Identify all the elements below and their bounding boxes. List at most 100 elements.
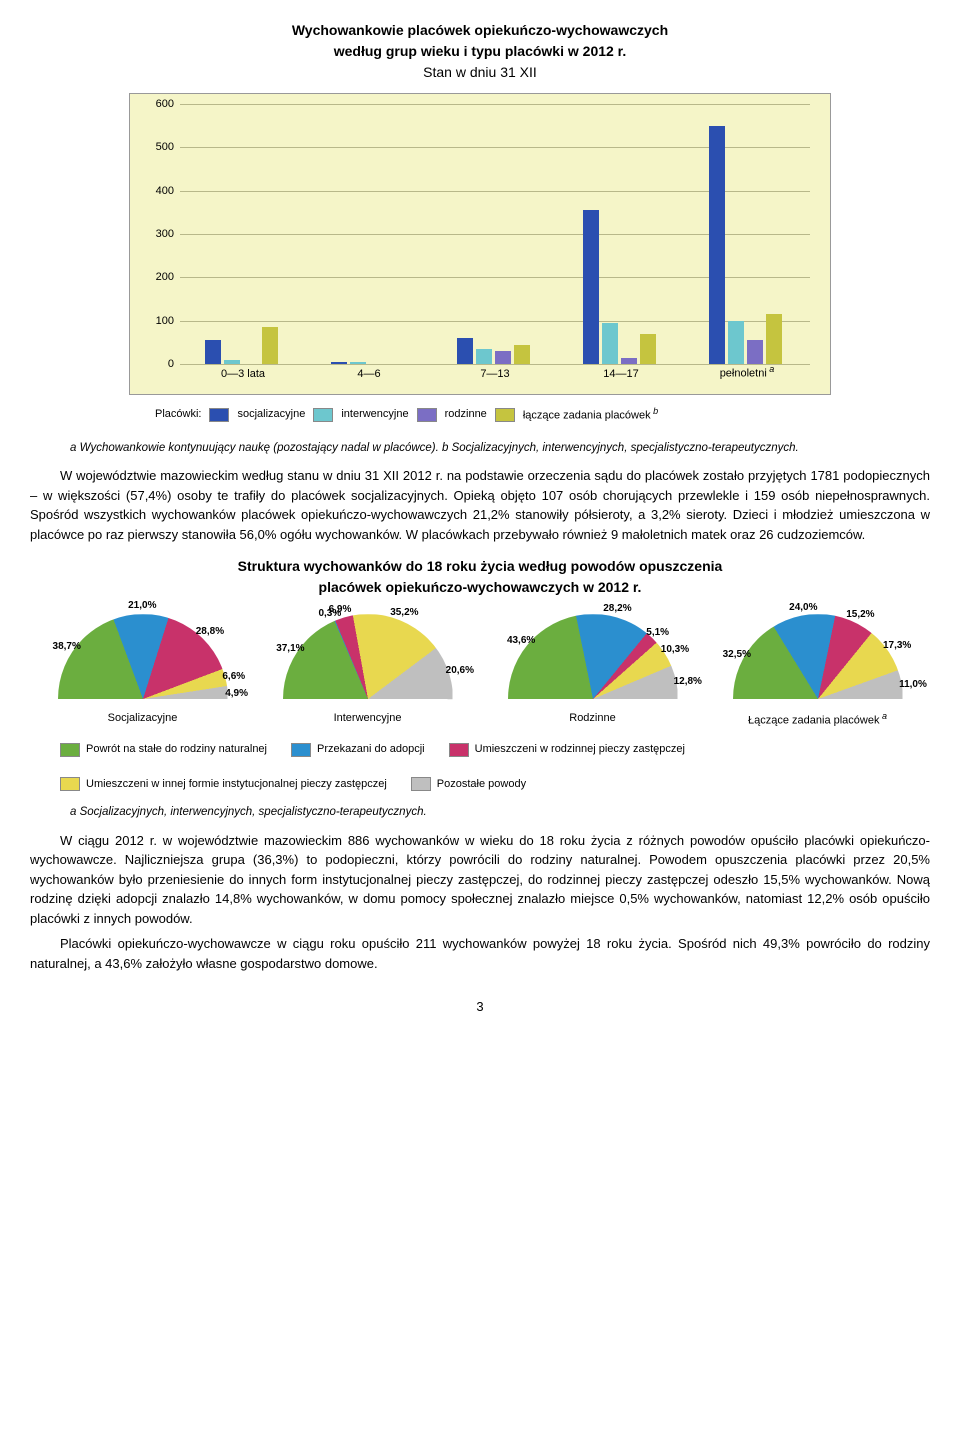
bar-group	[205, 327, 278, 364]
bar	[640, 334, 656, 364]
chart1-title-l2: według grup wieku i typu placówki w 2012…	[30, 41, 930, 62]
y-tick-label: 200	[140, 269, 174, 286]
pie-slice-label: 6,6%	[222, 669, 245, 684]
bar	[457, 338, 473, 364]
legend-label: Pozostałe powody	[437, 776, 526, 793]
pie-cell: 32,5%24,0%15,2%17,3%11,0% Łączące zadania…	[713, 614, 923, 729]
pie-slice-label: 4,9%	[225, 686, 248, 701]
bar-chart: 0 100 200 300 400 500 600 0—3 lata 4—6 7—13 14—17 p…	[129, 93, 831, 395]
legend-swatch	[60, 743, 80, 757]
bar	[583, 210, 599, 364]
legend-label: łączące zadania placówek b	[523, 405, 658, 424]
semi-pie: 32,5%24,0%15,2%17,3%11,0%	[733, 614, 903, 704]
chart2-title-l1: Struktura wychowanków do 18 roku życia w…	[30, 556, 930, 577]
pie-category-label: Interwencyjne	[263, 710, 473, 727]
bar	[495, 351, 511, 364]
legend-item: Umieszczeni w rodzinnej pieczy zastępcze…	[449, 741, 685, 758]
semi-pie: 38,7%21,0%28,8%6,6%4,9%	[58, 614, 228, 704]
legend-label: Umieszczeni w rodzinnej pieczy zastępcze…	[475, 741, 685, 758]
chart1-title: Wychowankowie placówek opiekuńczo-wychow…	[30, 20, 930, 83]
x-category-label: 14—17	[571, 366, 671, 383]
x-category-label: 7—13	[445, 366, 545, 383]
bar	[602, 323, 618, 364]
pie-slice-label: 38,7%	[53, 639, 81, 654]
pie-slice-label: 11,0%	[899, 677, 927, 692]
pie-slice-label: 20,6%	[446, 663, 474, 678]
legend-swatch	[291, 743, 311, 757]
pie-cell: 43,6%28,2%5,1%10,3%12,8% Rodzinne	[488, 614, 698, 727]
legend-swatch	[313, 408, 333, 422]
legend-item: Pozostałe powody	[411, 776, 526, 793]
bar	[331, 362, 347, 364]
x-category-label: 4—6	[319, 366, 419, 383]
pie-slice-label: 37,1%	[276, 641, 304, 656]
paragraph-2: W ciągu 2012 r. w województwie mazowieck…	[30, 831, 930, 929]
pie-slice-label: 10,3%	[661, 642, 689, 657]
pie-category-label: Łączące zadania placówek a	[713, 710, 923, 729]
x-category-label: 0—3 lata	[193, 366, 293, 383]
legend-prefix: Placówki:	[155, 406, 201, 423]
footnote-1-text: a Wychowankowie kontynuujący naukę (pozo…	[70, 442, 799, 454]
y-tick-label: 600	[140, 96, 174, 113]
pie-category-label: Socjalizacyjne	[38, 710, 248, 727]
page-number: 3	[30, 997, 930, 1017]
pie-category-label: Rodzinne	[488, 710, 698, 727]
pie-cell: 38,7%21,0%28,8%6,6%4,9% Socjalizacyjne	[38, 614, 248, 727]
bar	[709, 126, 725, 364]
legend-label: Umieszczeni w innej formie instytucjonal…	[86, 776, 387, 793]
bar-group	[331, 362, 404, 364]
legend-swatch	[411, 777, 431, 791]
y-tick-label: 400	[140, 182, 174, 199]
footnote-2: a Socjalizacyjnych, interwencyjnych, spe…	[70, 804, 890, 820]
chart2-legend: Powrót na stałe do rodziny naturalnej Prz…	[60, 741, 900, 792]
legend-swatch	[60, 777, 80, 791]
chart2-title: Struktura wychowanków do 18 roku życia w…	[30, 556, 930, 598]
y-tick-label: 500	[140, 139, 174, 156]
gridline	[180, 104, 810, 105]
legend-swatch	[209, 408, 229, 422]
chart1-legend: Placówki:socjalizacyjneinterwencyjnerodz…	[105, 399, 855, 436]
bar	[224, 360, 240, 364]
legend-label: Przekazani do adopcji	[317, 741, 425, 758]
pie-slice-label: 43,6%	[507, 633, 535, 648]
bar	[262, 327, 278, 364]
legend-item: Przekazani do adopcji	[291, 741, 425, 758]
bar-group	[709, 126, 782, 364]
pie-slice-label: 5,1%	[646, 625, 669, 640]
bar	[350, 362, 366, 364]
legend-label: Powrót na stałe do rodziny naturalnej	[86, 741, 267, 758]
bar	[728, 321, 744, 364]
bar-group	[457, 338, 530, 364]
bar	[766, 314, 782, 364]
y-tick-label: 300	[140, 226, 174, 243]
bar	[621, 358, 637, 365]
pie-slice-label: 35,2%	[390, 605, 418, 620]
plot-area: 01002003004005006000—3 lata4—67—1314—17p…	[180, 104, 810, 364]
legend-swatch	[417, 408, 437, 422]
bar	[205, 340, 221, 364]
legend-swatch	[449, 743, 469, 757]
chart2-title-l2: placówek opiekuńczo-wychowawczych w 2012…	[30, 577, 930, 598]
pie-slice-label: 24,0%	[789, 600, 817, 615]
bar	[514, 345, 530, 365]
chart1-title-l3: Stan w dniu 31 XII	[30, 62, 930, 83]
y-tick-label: 100	[140, 312, 174, 329]
bar-group	[583, 210, 656, 364]
legend-label: socjalizacyjne	[237, 406, 305, 423]
x-category-label: pełnoletni a	[697, 363, 797, 382]
paragraph-3: Placówki opiekuńczo-wychowawcze w ciągu …	[30, 934, 930, 973]
pie-slice-label: 12,8%	[674, 674, 702, 689]
pie-slice-label: 32,5%	[723, 647, 751, 662]
pie-slice-label: 28,8%	[196, 624, 224, 639]
bar	[476, 349, 492, 364]
pie-cell: 37,1%0,3%6,9%35,2%20,6% Interwencyjne	[263, 614, 473, 727]
bar	[747, 340, 763, 364]
legend-swatch	[495, 408, 515, 422]
semi-pie: 37,1%0,3%6,9%35,2%20,6%	[283, 614, 453, 704]
pie-slice-label: 17,3%	[883, 638, 911, 653]
chart1-title-l1: Wychowankowie placówek opiekuńczo-wychow…	[30, 20, 930, 41]
footnote-1: a Wychowankowie kontynuujący naukę (pozo…	[70, 440, 890, 456]
pie-chart-row: 38,7%21,0%28,8%6,6%4,9% Socjalizacyjne 37,…	[30, 614, 930, 729]
semi-pie: 43,6%28,2%5,1%10,3%12,8%	[508, 614, 678, 704]
y-tick-label: 0	[140, 356, 174, 373]
